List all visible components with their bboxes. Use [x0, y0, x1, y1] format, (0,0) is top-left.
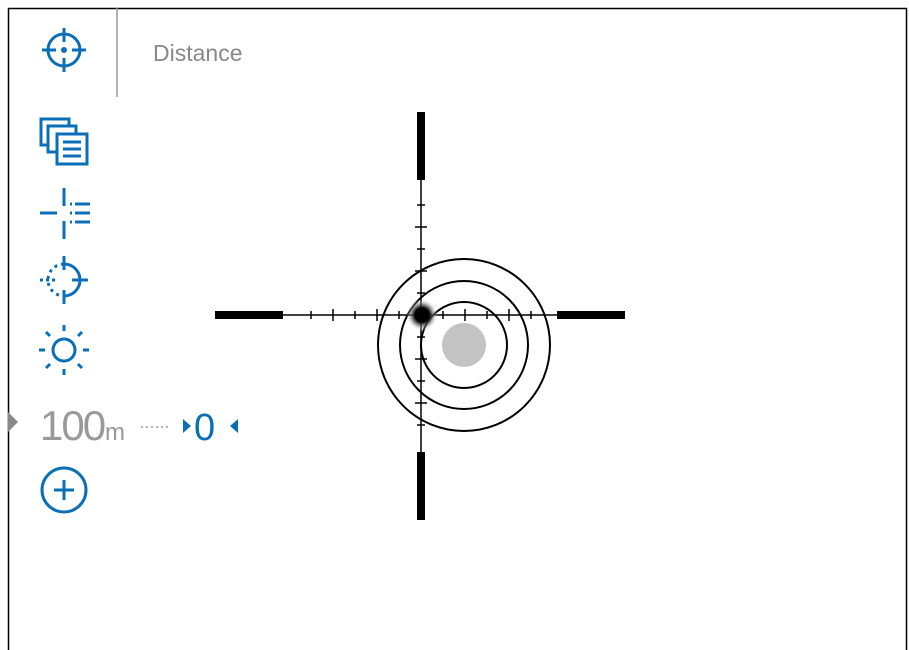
zero-value[interactable]: 0 [194, 407, 215, 449]
distance-value[interactable]: 100 [40, 402, 107, 449]
menu-title: Distance [153, 40, 242, 66]
selection-arrow [8, 412, 18, 432]
reticle-icon[interactable] [40, 188, 90, 239]
distance-unit: m [105, 419, 125, 446]
zeroing-icon[interactable] [42, 28, 86, 72]
reticle [215, 112, 625, 520]
zero-adjust-icon[interactable] [40, 256, 88, 304]
right-marker [230, 419, 238, 433]
profiles-icon[interactable] [39, 117, 89, 166]
left-marker [183, 419, 191, 433]
brightness-icon[interactable] [39, 325, 89, 375]
reticle-ticks [310, 204, 532, 426]
frame [7, 7, 908, 650]
add-icon[interactable] [40, 466, 88, 514]
